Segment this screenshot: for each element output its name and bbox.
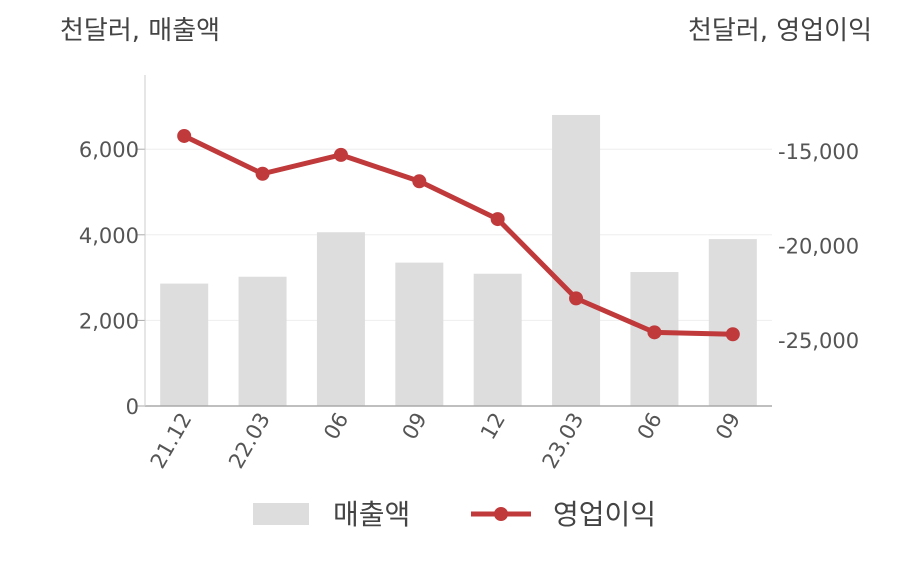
operating-profit-point xyxy=(333,147,348,162)
operating-profit-point xyxy=(412,174,427,189)
right-tick-label: -25,000 xyxy=(778,329,859,353)
revenue-bar xyxy=(708,239,757,406)
left-tick-label: 0 xyxy=(126,395,139,419)
legend-label-operating-profit: 영업이익 xyxy=(553,498,656,531)
x-tick-label: 06 xyxy=(319,409,353,444)
operating-profit-point xyxy=(569,291,584,306)
left-tick-label: 4,000 xyxy=(79,224,139,248)
operating-profit-point xyxy=(647,325,662,340)
revenue-bars xyxy=(160,114,757,407)
operating-profit-point xyxy=(490,212,505,227)
left-tick-label: 2,000 xyxy=(79,309,139,333)
x-tick-label: 09 xyxy=(711,409,745,444)
legend-marker-operating-profit xyxy=(494,507,508,521)
revenue-bar xyxy=(316,232,365,406)
revenue-bar xyxy=(160,283,209,406)
right-tick-label: -15,000 xyxy=(778,140,859,164)
left-axis-unit: 천달러, 매출액 xyxy=(60,16,221,46)
operating-profit-point xyxy=(255,166,270,181)
x-tick-label: 22.03 xyxy=(224,409,275,473)
right-tick-label: -20,000 xyxy=(778,235,859,259)
revenue-bar xyxy=(473,273,522,406)
left-tick-label: 6,000 xyxy=(79,138,139,162)
operating-profit-point xyxy=(177,128,192,143)
operating-profit-point xyxy=(725,327,740,342)
x-tick-label: 06 xyxy=(633,409,667,444)
x-tick-label: 09 xyxy=(397,409,431,444)
legend: 매출액 영업이익 xyxy=(253,498,656,531)
legend-label-revenue: 매출액 xyxy=(333,498,410,531)
x-tick-label: 23.03 xyxy=(538,409,589,473)
revenue-bar xyxy=(238,276,287,406)
revenue-bar xyxy=(552,114,601,407)
revenue-bar xyxy=(395,262,444,406)
legend-swatch-revenue xyxy=(253,503,309,525)
operating-profit-series-line xyxy=(181,133,736,337)
x-tick-label: 12 xyxy=(476,409,510,444)
operating-profit-line xyxy=(177,128,740,342)
right-axis-unit: 천달러, 영업이익 xyxy=(688,16,872,46)
x-tick-label: 21.12 xyxy=(146,409,197,473)
